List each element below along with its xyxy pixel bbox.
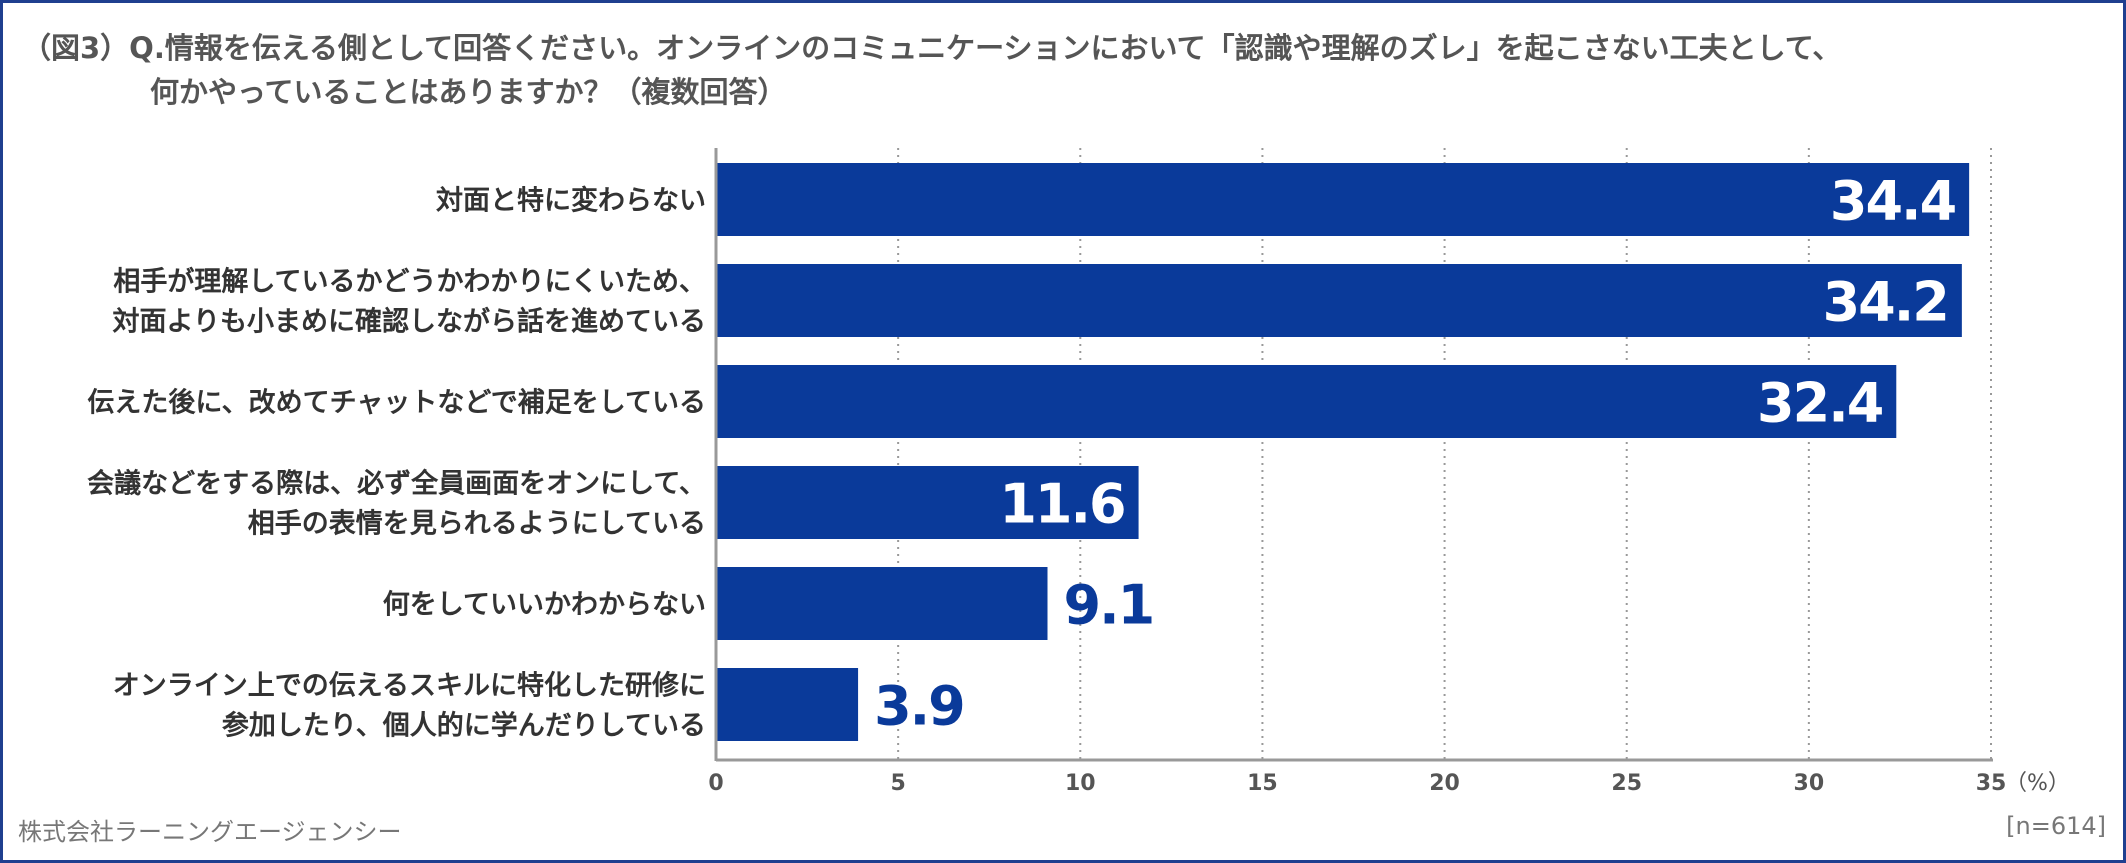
category-label-3: 会議などをする際は、必ず全員画面をオンにして、相手の表情を見られるようにしている <box>87 468 706 540</box>
category-label-line: 対面よりも小まめに確認しながら話を進めている <box>113 306 706 338</box>
category-label-line: 相手の表情を見られるようにしている <box>248 509 706 540</box>
chart-title: （図3）Q.情報を伝える側として回答ください。オンラインのコミュニケーションにお… <box>22 26 1841 114</box>
category-label-4: 何をしていいかわからない <box>383 590 706 621</box>
x-tick-label-5: 5 <box>890 771 905 796</box>
bar-5 <box>716 668 859 741</box>
category-label-line: 相手が理解しているかどうかわかりにくいため、 <box>113 266 706 298</box>
bar-3 <box>716 466 1139 539</box>
category-label-line: 伝えた後に、改めてチャットなどで補足をしている <box>87 388 706 419</box>
category-label-2: 伝えた後に、改めてチャットなどで補足をしている <box>87 388 706 419</box>
value-label-2: 32.4 <box>1757 372 1883 435</box>
category-label-line: オンライン上での伝えるスキルに特化した研修に <box>113 671 706 702</box>
company-name: 株式会社ラーニングエージェンシー <box>18 818 402 846</box>
value-label-5: 3.9 <box>874 675 964 738</box>
x-tick-label-15: 15 <box>1247 771 1278 796</box>
sample-size: [n=614] <box>2006 812 2106 840</box>
x-tick-label-25: 25 <box>1611 771 1642 796</box>
x-tick-label-20: 20 <box>1429 771 1460 796</box>
category-label-line: 参加したり、個人的に学んだりしている <box>222 710 706 742</box>
category-label-line: 対面と特に変わらない <box>436 185 706 217</box>
value-label-4: 9.1 <box>1064 574 1154 637</box>
category-label-1: 相手が理解しているかどうかわかりにくいため、対面よりも小まめに確認しながら話を進… <box>113 266 706 338</box>
x-tick-label-10: 10 <box>1065 771 1096 796</box>
bar-2 <box>716 365 1897 438</box>
bar-4 <box>716 567 1048 640</box>
value-label-3: 11.6 <box>999 473 1124 536</box>
bar-1 <box>716 264 1962 337</box>
x-tick-label-0: 0 <box>708 771 723 796</box>
chart-title-line1: （図3）Q.情報を伝える側として回答ください。オンラインのコミュニケーションにお… <box>22 31 1842 65</box>
value-label-0: 34.4 <box>1830 170 1956 233</box>
x-unit-label: （%） <box>2005 771 2070 796</box>
category-label-line: 何をしていいかわからない <box>383 590 706 621</box>
bar-0 <box>716 163 1970 236</box>
value-label-1: 34.2 <box>1823 271 1948 334</box>
category-label-5: オンライン上での伝えるスキルに特化した研修に参加したり、個人的に学んだりしている <box>113 671 706 742</box>
chart-title-line2: 何かやっていることはありますか？（複数回答） <box>150 75 787 109</box>
category-label-line: 会議などをする際は、必ず全員画面をオンにして、 <box>87 468 706 500</box>
x-tick-label-30: 30 <box>1794 771 1825 796</box>
category-label-0: 対面と特に変わらない <box>436 185 706 217</box>
x-tick-label-35: 35 <box>1976 771 2007 796</box>
